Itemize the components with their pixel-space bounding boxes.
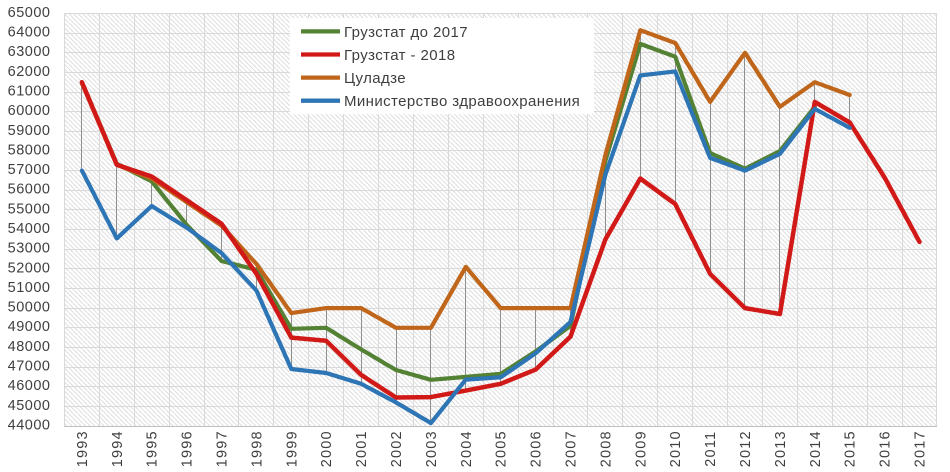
svg-text:2011: 2011: [703, 431, 719, 467]
svg-text:Грузстат до 2017: Грузстат до 2017: [344, 24, 468, 41]
svg-text:2012: 2012: [738, 430, 754, 467]
svg-text:2001: 2001: [354, 430, 370, 467]
svg-text:Грузстат - 2018: Грузстат - 2018: [344, 47, 455, 64]
svg-text:2003: 2003: [424, 430, 440, 467]
svg-text:46000: 46000: [8, 378, 51, 394]
svg-text:2004: 2004: [459, 430, 475, 467]
svg-text:1994: 1994: [110, 430, 126, 467]
svg-text:2006: 2006: [529, 430, 545, 467]
svg-text:2008: 2008: [598, 430, 614, 467]
svg-text:1998: 1998: [249, 430, 265, 467]
svg-text:45000: 45000: [8, 398, 51, 414]
svg-text:2009: 2009: [633, 430, 649, 467]
svg-text:1996: 1996: [180, 430, 196, 467]
svg-text:65000: 65000: [8, 5, 51, 21]
svg-text:2016: 2016: [878, 430, 894, 467]
svg-text:2007: 2007: [564, 430, 580, 467]
svg-text:54000: 54000: [8, 221, 51, 237]
svg-text:51000: 51000: [8, 280, 51, 296]
svg-text:50000: 50000: [8, 300, 51, 316]
svg-text:53000: 53000: [8, 241, 51, 257]
svg-text:64000: 64000: [8, 25, 51, 41]
svg-text:47000: 47000: [8, 359, 51, 375]
svg-text:57000: 57000: [8, 162, 51, 178]
svg-text:1995: 1995: [145, 430, 161, 467]
svg-text:2014: 2014: [808, 430, 824, 467]
svg-text:1999: 1999: [284, 430, 300, 467]
svg-text:Цуладзе: Цуладзе: [344, 70, 406, 87]
svg-text:56000: 56000: [8, 182, 51, 198]
svg-text:63000: 63000: [8, 44, 51, 60]
svg-text:58000: 58000: [8, 142, 51, 158]
svg-text:2002: 2002: [389, 430, 405, 467]
svg-text:Министерство здравоохранения: Министерство здравоохранения: [344, 93, 580, 110]
svg-text:52000: 52000: [8, 260, 51, 276]
svg-text:55000: 55000: [8, 201, 51, 217]
svg-text:1997: 1997: [215, 430, 231, 467]
svg-text:44000: 44000: [8, 417, 51, 433]
svg-text:2010: 2010: [668, 430, 684, 467]
svg-text:49000: 49000: [8, 319, 51, 335]
svg-text:2017: 2017: [913, 430, 929, 467]
svg-text:1993: 1993: [75, 430, 91, 467]
svg-text:59000: 59000: [8, 123, 51, 139]
svg-text:62000: 62000: [8, 64, 51, 80]
svg-text:48000: 48000: [8, 339, 51, 355]
svg-text:2000: 2000: [319, 430, 335, 467]
svg-text:61000: 61000: [8, 84, 51, 100]
svg-text:2013: 2013: [773, 430, 789, 467]
svg-text:2005: 2005: [494, 430, 510, 467]
svg-text:2015: 2015: [843, 430, 859, 467]
svg-text:60000: 60000: [8, 103, 51, 119]
